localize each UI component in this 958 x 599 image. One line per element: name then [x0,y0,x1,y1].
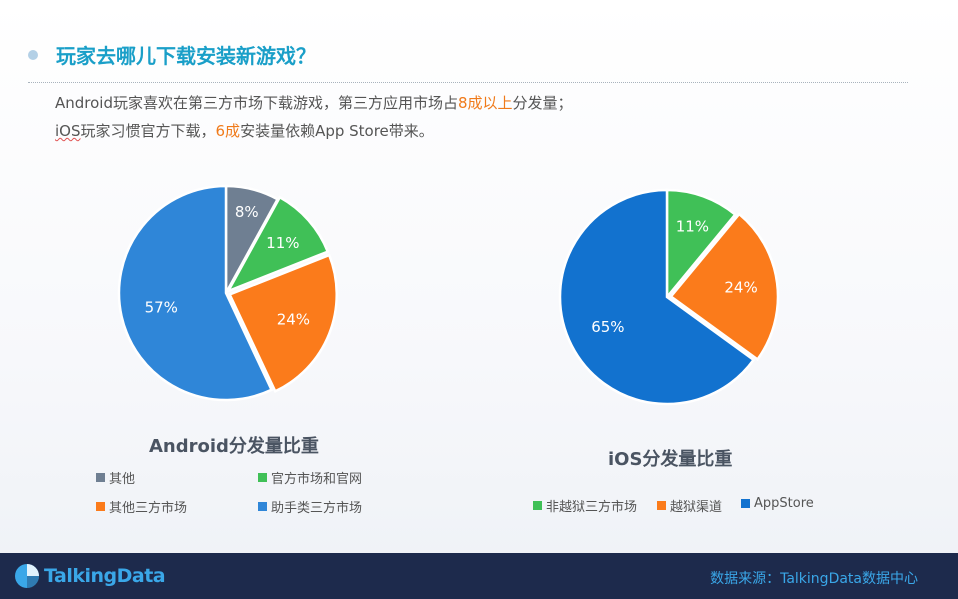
desc-2d: 安装量依赖App Store带来。 [240,122,434,140]
title-row: 玩家去哪儿下载安装新游戏？ [28,40,316,69]
legend-item-2: 其他三方市场 [96,497,187,516]
legend-item-2: AppStore [741,496,814,511]
legend-item-0: 其他 [96,468,135,487]
pie-slice-1 [669,212,780,362]
legend-swatch-0 [533,501,542,510]
legend-item-1: 官方市场和官网 [258,468,362,487]
title-divider [28,82,908,83]
ios-pie-chart: 11% 24% 65% [558,188,780,406]
legend-label-0: 非越狱三方市场 [546,500,638,515]
legend-item-3: 助手类三方市场 [258,497,362,516]
android-chart-title: Android分发量比重 [149,436,319,457]
description-line-1: Android玩家喜欢在第三方市场下载游戏，第三方应用市场占8成以上分发量； [55,92,573,113]
pie-label-1: 11% [266,234,299,252]
legend-swatch-2 [96,502,105,511]
legend-swatch-3 [258,502,267,511]
legend-label-1: 越狱渠道 [670,500,723,515]
legend-swatch-0 [96,473,105,482]
android-pie-chart: 8% 11% 24% 57% [117,184,338,402]
desc-2a: iOS [55,122,81,140]
legend-label-1: 官方市场和官网 [271,472,363,487]
pie-label-2: 24% [277,311,310,329]
legend-item-0: 非越狱三方市场 [533,496,637,515]
pie-label-2: 65% [591,318,624,336]
desc-1c: 分发量； [512,94,573,112]
legend-label-2: 其他三方市场 [109,501,188,516]
pie-label-0: 8% [235,203,259,221]
pie-label-3: 57% [145,298,178,316]
pie-label-0: 11% [676,218,709,236]
logo-text: TalkingData [44,565,166,587]
pie-slice-2 [558,188,756,406]
data-source: 数据来源：TalkingData数据中心 [710,571,918,587]
desc-1-highlight: 8成以上 [458,94,513,112]
desc-1a: Android玩家喜欢在第三方市场下载游戏，第三方应用市场占 [55,94,458,112]
desc-2b: 玩家习惯官方下载， [80,122,216,140]
legend-label-2: AppStore [754,496,814,511]
pie-label-1: 24% [724,279,757,297]
pie-slice-2 [228,253,338,393]
pie-slice-3 [117,184,274,402]
pie-slice-1 [225,195,330,294]
ios-chart-title: iOS分发量比重 [608,449,733,470]
pie-slice-0 [665,188,737,301]
desc-2-highlight: 6成 [215,122,241,140]
logo-icon [15,564,39,588]
legend-label-3: 助手类三方市场 [271,501,363,516]
talkingdata-logo: TalkingData [14,563,166,589]
description-line-2: iOS玩家习惯官方下载，6成安装量依赖App Store带来。 [55,120,434,141]
legend-item-1: 越狱渠道 [657,496,722,515]
legend-label-0: 其他 [109,472,136,487]
bullet-icon [28,49,38,60]
footer-bar: TalkingData 数据来源：TalkingData数据中心 [0,553,958,599]
legend-swatch-2 [741,499,750,508]
legend-swatch-1 [258,473,267,482]
legend-swatch-1 [657,501,666,510]
page-title: 玩家去哪儿下载安装新游戏？ [56,44,316,68]
